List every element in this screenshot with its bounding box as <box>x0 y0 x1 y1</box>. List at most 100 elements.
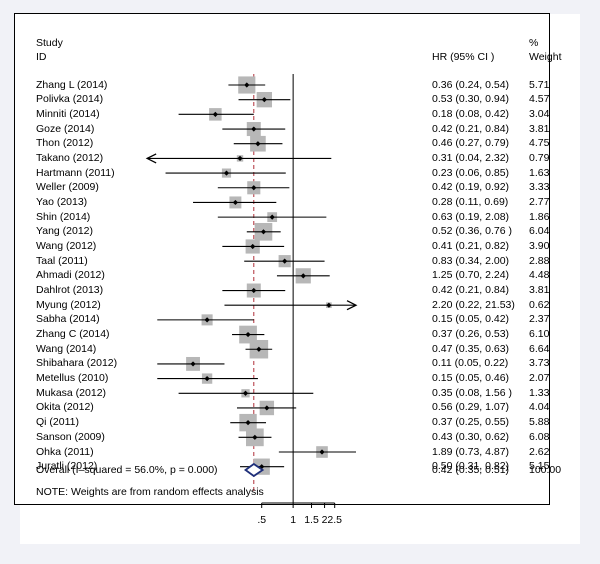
x-tick-label: 1 <box>290 514 297 526</box>
study-label: Sanson (2009) <box>36 430 105 443</box>
weight-value: 3.73 <box>529 357 550 370</box>
point-estimate <box>204 376 210 382</box>
point-estimate <box>237 155 243 161</box>
study-label: Ohka (2011) <box>36 445 94 458</box>
weight-value: 3.33 <box>529 181 550 194</box>
study-label: Ahmadi (2012) <box>36 269 105 282</box>
point-estimate <box>242 390 249 396</box>
ci-arrow-left <box>145 153 157 164</box>
hr-ci-value: 0.18 (0.08, 0.42) <box>432 107 510 120</box>
point-estimate <box>244 82 250 88</box>
study-label: Shibahara (2012) <box>36 357 118 370</box>
point-estimate <box>256 346 262 352</box>
x-tick-label: .5 <box>257 514 267 526</box>
study-label: Okita (2012) <box>36 401 94 414</box>
hr-ci-value: 0.35 (0.08, 1.56 ) <box>432 386 512 399</box>
study-label: Sabha (2014) <box>36 313 100 326</box>
study-label: Zhang C (2014) <box>36 328 110 341</box>
point-estimate <box>190 361 196 367</box>
point-estimate <box>260 229 267 235</box>
weight-value: 0.62 <box>529 298 550 311</box>
weight-value: 6.08 <box>529 430 550 443</box>
point-estimate <box>251 287 257 294</box>
hr-ci-value: 0.52 (0.36, 0.76 ) <box>432 225 512 238</box>
point-estimate <box>252 434 258 440</box>
id-header: ID <box>36 51 47 63</box>
weight-value: 0.79 <box>529 151 550 164</box>
point-estimate <box>269 214 275 220</box>
hr-ci-value: 0.28 (0.11, 0.69) <box>432 195 509 208</box>
hr-ci-value: 2.20 (0.22, 21.53) <box>432 298 515 311</box>
point-estimate <box>319 449 325 455</box>
point-estimate <box>245 331 251 338</box>
hr-ci-value: 0.15 (0.05, 0.46) <box>432 372 510 385</box>
weight-value: 1.86 <box>529 210 550 223</box>
point-estimate <box>261 97 267 103</box>
hr-ci-value: 1.25 (0.70, 2.24) <box>432 269 510 282</box>
study-label: Minniti (2014) <box>36 107 100 120</box>
study-label: Wang (2012) <box>36 239 97 252</box>
weight-value: 2.77 <box>529 195 550 208</box>
overall-hr: 0.42 (0.35, 0.51) <box>432 464 510 476</box>
study-label: Goze (2014) <box>36 122 95 135</box>
x-tick-label: 2.5 <box>327 514 342 526</box>
weight-value: 2.07 <box>529 372 550 385</box>
weight-value: 3.81 <box>529 122 550 135</box>
hr-ci-value: 0.37 (0.26, 0.53) <box>432 328 510 341</box>
weight-value: 4.04 <box>529 401 550 414</box>
hr-ci-value: 0.15 (0.05, 0.42) <box>432 313 510 326</box>
weight-value: 4.48 <box>529 269 550 282</box>
study-label: Yang (2012) <box>36 225 94 238</box>
weight-value: 1.33 <box>529 386 550 399</box>
hr-header: HR (95% CI ) <box>432 51 495 63</box>
point-estimate <box>300 273 306 279</box>
hr-ci-value: 0.43 (0.30, 0.62) <box>432 430 510 443</box>
point-estimate <box>251 185 257 191</box>
point-estimate <box>204 317 210 323</box>
hr-ci-value: 1.89 (0.73, 4.87) <box>432 445 510 458</box>
study-label: Metellus (2010) <box>36 372 109 385</box>
weight-header: Weight <box>529 51 562 63</box>
hr-ci-value: 0.11 (0.05, 0.22) <box>432 357 509 370</box>
point-estimate <box>212 111 218 117</box>
point-estimate <box>264 405 270 411</box>
weight-value: 6.04 <box>529 225 550 238</box>
weight-value: 3.04 <box>529 107 550 120</box>
percent-header: % <box>529 37 539 49</box>
weight-value: 5.15 <box>529 460 550 473</box>
study-label: Juratli (2012) <box>36 460 98 473</box>
hr-ci-value: 0.42 (0.21, 0.84) <box>432 284 510 297</box>
overall-diamond <box>243 462 265 478</box>
point-estimate <box>326 302 332 308</box>
hr-ci-value: 0.23 (0.06, 0.85) <box>432 166 510 179</box>
study-label: Polivka (2014) <box>36 93 104 106</box>
hr-ci-value: 0.42 (0.19, 0.92) <box>432 181 510 194</box>
hr-ci-value: 0.50 (0.31, 0.82) <box>432 460 510 473</box>
study-label: Weller (2009) <box>36 181 99 194</box>
weight-value: 4.57 <box>529 93 550 106</box>
weight-value: 2.88 <box>529 254 550 267</box>
weight-value: 2.37 <box>529 313 550 326</box>
x-tick-label: 1.5 <box>304 514 319 526</box>
study-label: Shin (2014) <box>36 210 91 223</box>
point-estimate <box>255 141 261 147</box>
weight-value: 3.81 <box>529 284 550 297</box>
weight-value: 6.64 <box>529 342 550 355</box>
point-estimate <box>245 420 251 426</box>
study-label: Mukasa (2012) <box>36 386 107 399</box>
point-estimate <box>251 126 257 132</box>
hr-ci-value: 0.47 (0.35, 0.63) <box>432 342 510 355</box>
study-label: Myung (2012) <box>36 298 101 311</box>
hr-ci-value: 0.42 (0.21, 0.84) <box>432 122 510 135</box>
study-label: Dahlrot (2013) <box>36 284 104 297</box>
study-label: Taal (2011) <box>36 254 88 267</box>
hr-ci-value: 0.63 (0.19, 2.08) <box>432 210 510 223</box>
weight-value: 1.63 <box>529 166 550 179</box>
study-label: Hartmann (2011) <box>36 166 115 179</box>
weight-value: 6.10 <box>529 328 550 341</box>
overall-label: Overall (I–squared = 56.0%, p = 0.000) <box>36 464 218 476</box>
weight-value: 5.71 <box>529 78 550 91</box>
hr-ci-value: 0.83 (0.34, 2.00) <box>432 254 510 267</box>
study-label: Thon (2012) <box>36 137 94 150</box>
